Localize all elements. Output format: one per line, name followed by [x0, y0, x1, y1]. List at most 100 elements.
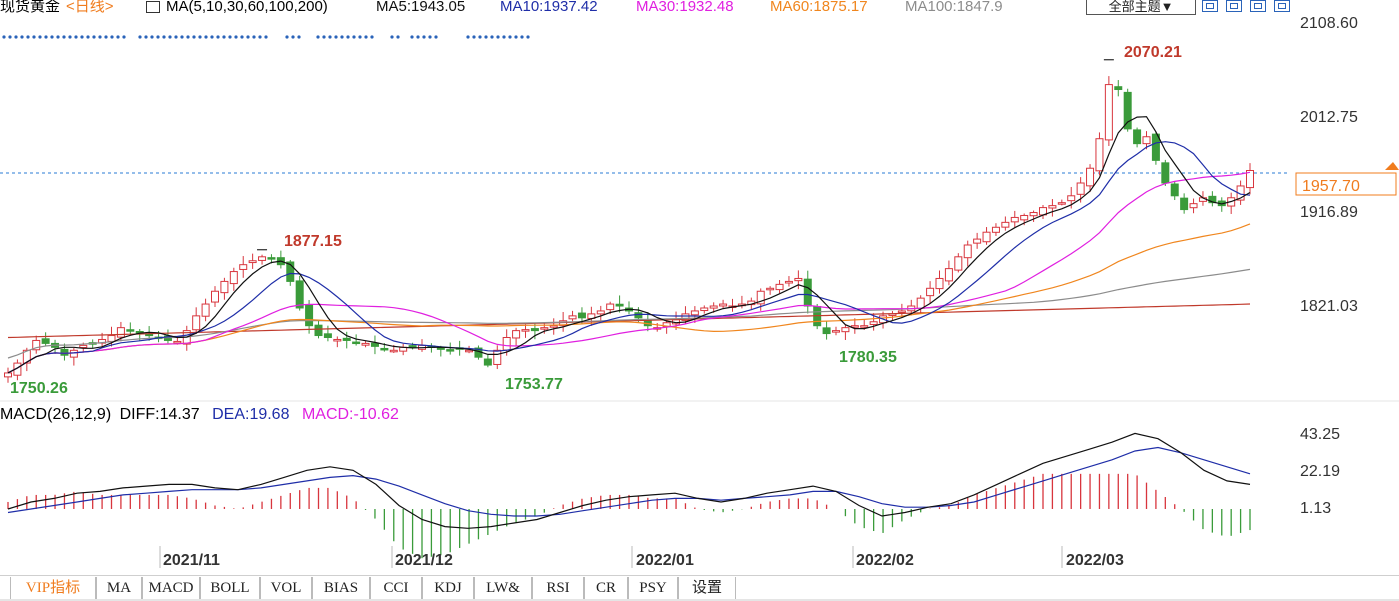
price-tick-4: 1821.03 [1300, 298, 1358, 315]
candle-up [944, 268, 953, 282]
tab-vol[interactable]: VOL [260, 577, 312, 601]
event-dot [297, 35, 301, 39]
ma-settings-icon[interactable] [146, 1, 160, 13]
candle-down [803, 278, 812, 307]
event-dot [514, 35, 518, 39]
candle-down [342, 337, 351, 341]
dea-line [7, 446, 1251, 517]
fullscreen-icon[interactable] [1274, 0, 1290, 12]
candle-up [1001, 221, 1010, 228]
tab-boll[interactable]: BOLL [200, 577, 260, 601]
candle-up [173, 340, 182, 344]
event-dot [228, 35, 232, 39]
candle-up [239, 264, 248, 270]
candle-up [850, 325, 859, 328]
candle-up [1057, 202, 1066, 205]
ma100-line [7, 268, 1251, 359]
tab-macd[interactable]: MACD [142, 577, 200, 601]
theme-dropdown[interactable]: 全部主题▼ [1086, 0, 1196, 15]
event-dot [20, 35, 24, 39]
candle-up [549, 325, 558, 328]
tab-ma[interactable]: MA [96, 577, 142, 601]
candle-up [389, 349, 398, 353]
event-dot [352, 35, 356, 39]
event-dot [86, 35, 90, 39]
macd-title: MACD(26,12,9) [0, 406, 112, 423]
tab-cr[interactable]: CR [584, 577, 628, 601]
candle-up [982, 231, 991, 243]
event-dot [56, 35, 60, 39]
tab-settings[interactable]: 设置 [678, 577, 736, 601]
layout-single-icon[interactable] [1250, 0, 1266, 12]
event-dot [26, 35, 30, 39]
candle-up [719, 303, 728, 307]
candle-up [973, 238, 982, 244]
candle-down [314, 324, 323, 337]
event-dot [434, 35, 438, 39]
candle-up [709, 305, 718, 309]
layout-split-icon[interactable] [1226, 0, 1242, 12]
candle-down [305, 304, 314, 327]
nov-high-label: 1877.15 [284, 233, 342, 250]
event-dot [138, 35, 142, 39]
ma-params: MA(5,10,30,60,100,200) [166, 0, 328, 15]
tab-bias[interactable]: BIAS [312, 577, 370, 601]
tab-psy[interactable]: PSY [628, 577, 678, 601]
tab-cci[interactable]: CCI [370, 577, 422, 601]
event-dot [8, 35, 12, 39]
event-dot [340, 35, 344, 39]
event-dot [264, 35, 268, 39]
candle-up [22, 349, 31, 364]
tab-rsi[interactable]: RSI [532, 577, 584, 601]
tab-kdj[interactable]: KDJ [422, 577, 474, 601]
candle-up [869, 321, 878, 325]
candle-up [248, 260, 257, 264]
event-dot [410, 35, 414, 39]
candle-up [596, 310, 605, 315]
candle-up [794, 277, 803, 282]
macd-pane [7, 432, 1251, 559]
ma200-line [7, 303, 1251, 339]
candle-up [107, 335, 116, 342]
event-dot [98, 35, 102, 39]
candle-up [512, 330, 521, 339]
date-label-jan: 2022/01 [636, 552, 694, 569]
period-label[interactable]: <日线> [66, 0, 114, 15]
candle-up [1189, 203, 1198, 209]
candle-up [192, 315, 201, 331]
macd-tick-2: 22.19 [1300, 463, 1340, 480]
jan-low-label: 1780.35 [839, 349, 897, 366]
event-dot [110, 35, 114, 39]
event-dot [156, 35, 160, 39]
event-dot [68, 35, 72, 39]
candle-up [1020, 214, 1029, 221]
candle-up [1010, 216, 1019, 223]
event-dot [490, 35, 494, 39]
candle-up [897, 310, 906, 313]
event-dot [180, 35, 184, 39]
tab-vip[interactable]: VIP指标 [10, 577, 96, 601]
event-dot [364, 35, 368, 39]
event-dot [38, 35, 42, 39]
event-dot [80, 35, 84, 39]
date-label-nov: 2021/11 [163, 552, 220, 569]
event-dot [328, 35, 332, 39]
candle-down [1180, 197, 1189, 211]
event-dot [122, 35, 126, 39]
event-dot [174, 35, 178, 39]
candle-down [41, 338, 50, 344]
candle-up [258, 256, 267, 261]
event-dot [370, 35, 374, 39]
ma100-value: MA100:1847.9 [905, 0, 1003, 15]
candle-up [4, 372, 12, 378]
event-dot [484, 35, 488, 39]
candle-up [606, 303, 615, 311]
candle-down [295, 280, 304, 309]
layout-grid-icon[interactable] [1202, 0, 1218, 12]
tab-lw[interactable]: LW& [474, 577, 532, 601]
high-label: 2070.21 [1124, 44, 1182, 61]
candle-down [634, 312, 643, 319]
candle-down [1208, 195, 1217, 204]
price-chart[interactable]: 2108.60 2012.75 1916.89 1821.03 1957.70 … [0, 0, 1399, 575]
event-dot [396, 35, 400, 39]
